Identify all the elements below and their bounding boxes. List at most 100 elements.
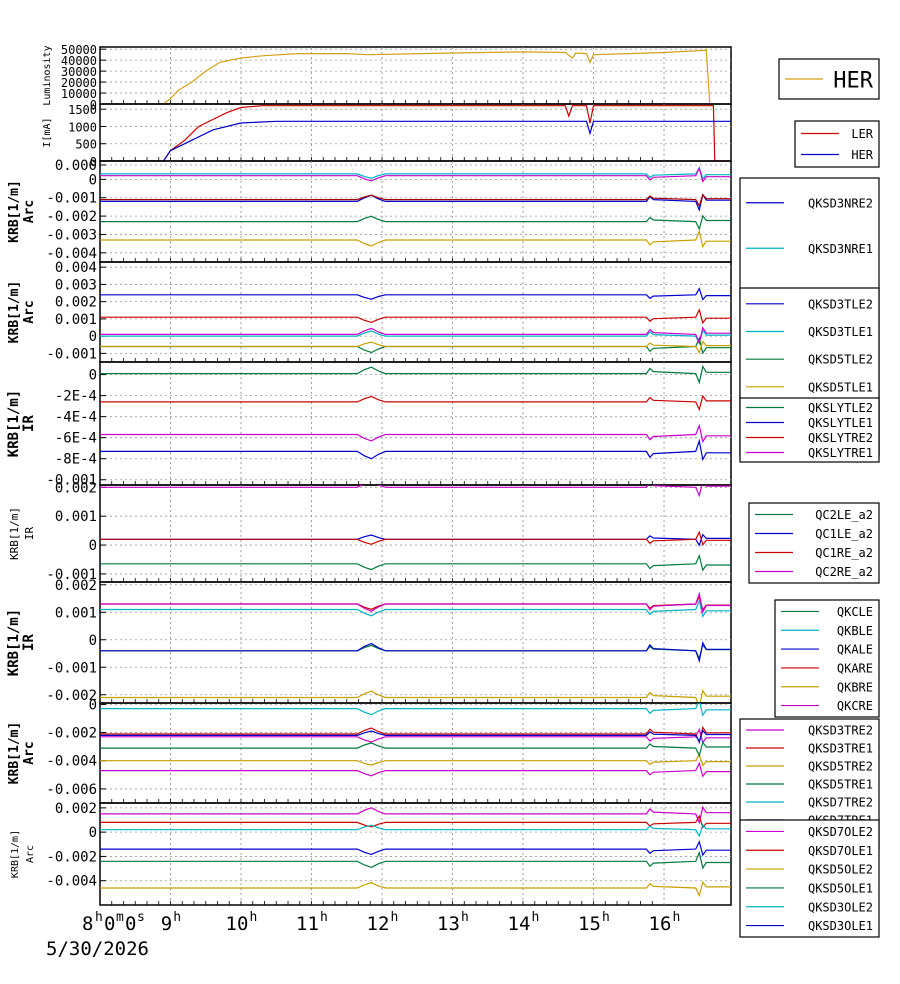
y-tick-label: -0.002	[46, 726, 97, 742]
y-tick-label: 0.002	[55, 480, 97, 496]
legend-entry: QKSD3NRE2	[808, 196, 873, 210]
y-tick-label: 0	[89, 368, 97, 384]
panel-frame	[99, 581, 732, 704]
series-line-qkslytre2	[100, 394, 731, 412]
legend-krb_ir_qc: QC2LE_a2 QC1LE_a2 QC1RE_a2 QC2RE_a2	[748, 502, 880, 584]
y-tick-label: -6E-4	[55, 431, 97, 447]
series-group	[100, 364, 731, 462]
y-axis-label: Arc	[22, 741, 37, 764]
series-line-qc2re_a2	[100, 485, 731, 498]
legend-current: LER HER	[794, 120, 880, 168]
x-tick-label: 14	[508, 913, 531, 935]
legend-entry: QKSD5OLE1	[808, 881, 873, 895]
y-tick-label: 0.000	[55, 158, 97, 174]
x-tick-label-unit: h	[391, 910, 399, 925]
legend-entry: QKSD3OLE1	[808, 919, 873, 933]
panel-krb_ir_sly: 0 -2E-4 -4E-4 -6E-4 -8E-4 -0.001 KRB[1/m] IR	[6, 361, 732, 489]
legend-box	[748, 502, 880, 584]
series-line-qksd3tre2	[100, 727, 731, 744]
legend-entry: QKSD3NRE1	[808, 242, 873, 256]
legend-entry: LER	[851, 127, 873, 141]
series-line-qksd3tle2	[100, 287, 731, 301]
x-tick-label: 11	[296, 913, 319, 935]
legend-entry: QKALE	[837, 643, 873, 657]
series-line-qc1le_a2	[100, 533, 731, 547]
y-axis-label: KRB[1/m]	[7, 281, 22, 344]
x-tick-label-unit: h	[532, 910, 540, 925]
y-tick-label: 0	[89, 329, 97, 345]
series-line-her	[100, 49, 731, 104]
y-tick-label: -0.004	[46, 754, 97, 770]
x-tick-label-unit: h	[173, 910, 181, 925]
legend-entry: QKSD7TRE2	[808, 796, 873, 810]
panel-krb_ir_qc: 0.002 0.001 0 -0.001 KRB[1/m] IR	[8, 480, 732, 583]
x-tick-label-start-part: s	[137, 910, 145, 925]
y-tick-label: -0.001	[46, 346, 97, 362]
series-line-qkale	[100, 641, 731, 664]
legend-entry: QKSD3TRE1	[808, 742, 873, 756]
legend-entry: QC1RE_a2	[815, 546, 873, 560]
series-line-qksd5ole2	[100, 880, 731, 898]
y-tick-label: 500	[75, 138, 97, 152]
series-line-qc1re_a2	[100, 530, 731, 547]
series-group	[100, 105, 731, 161]
series-group	[100, 166, 731, 249]
panel-frame	[99, 361, 732, 486]
y-tick-label: -8E-4	[55, 452, 97, 468]
y-tick-label: -0.002	[46, 849, 97, 865]
series-line-qksd5tre1	[100, 741, 731, 758]
x-tick-label: 9	[161, 913, 172, 935]
y-tick-label: 0.002	[55, 801, 97, 817]
y-tick-label: -0.001	[46, 191, 97, 207]
series-line-qksd7tle2	[100, 308, 731, 325]
legend-krb_ir_qk: QKCLE QKBLE QKALE QKARE QKBRE QKCRE	[774, 599, 880, 718]
series-line-qksd3nre2	[100, 193, 731, 212]
date-label: 5/30/2026	[46, 938, 149, 960]
x-tick-label: 15	[578, 913, 601, 935]
x-tick-label-start-part: 0	[104, 913, 115, 935]
series-line-qksd5nre1	[100, 229, 731, 249]
y-tick-label: 0	[89, 697, 97, 713]
x-tick-label-unit: h	[250, 910, 258, 925]
series-line-qksd3tle1	[100, 329, 731, 346]
y-tick-label: 0	[90, 98, 97, 112]
series-line-qksd5tle2	[100, 336, 731, 355]
series-line-her	[100, 120, 731, 161]
y-tick-label: -0.001	[46, 660, 97, 676]
y-axis-label: KRB[1/m]	[6, 609, 22, 676]
legend-entry: QKSD3TRE2	[808, 724, 873, 738]
y-tick-label: -0.002	[46, 688, 97, 704]
series-line-qksd7tre2	[100, 703, 731, 717]
legend-entry: QKSD3TLE2	[808, 297, 873, 311]
legend-entry: QKSLYTLE2	[808, 401, 873, 415]
y-tick-label: -0.001	[46, 473, 97, 489]
chart-panels: 01000020000300004000050000Luminosity0500…	[6, 43, 732, 906]
y-axis-label: KRB[1/m]	[8, 507, 21, 560]
x-tick-label: 13	[437, 913, 460, 935]
series-line-qkcle	[100, 643, 731, 660]
legend-krb_arc_ole: QKSD7OLE2 QKSD7OLE1 QKSD5OLE2 QKSD5OLE1 QKSD…	[739, 819, 880, 938]
series-line-qkble	[100, 598, 731, 618]
x-tick-label-unit: h	[602, 910, 610, 925]
series-line-qksd3ole1	[100, 839, 731, 857]
legend-box	[774, 599, 880, 718]
y-tick-label: 0.004	[55, 260, 97, 276]
panel-frame	[99, 46, 732, 105]
x-tick-label-unit: h	[673, 910, 681, 925]
panel-frame	[99, 103, 732, 162]
series-line-qksd5tle1	[100, 340, 731, 355]
legend-entry: QKSLYTLE1	[808, 416, 873, 430]
y-tick-label: 30000	[61, 65, 97, 79]
panel-krb_ir_qk: 0.002 0.001 0 -0.001 -0.002 KRB[1/m] IR	[6, 578, 732, 704]
legend-entry: QKSLYTRE2	[808, 431, 873, 445]
y-axis-label: Arc	[22, 300, 37, 323]
y-axis-label: KRB[1/m]	[10, 830, 21, 878]
y-axis-label: IR	[21, 415, 37, 432]
series-line-qksd3ole2	[100, 823, 731, 838]
y-tick-label: -0.002	[46, 209, 97, 225]
y-tick-label: -0.006	[46, 782, 97, 798]
series-line-ler	[100, 105, 731, 161]
panel-frame	[99, 484, 732, 583]
